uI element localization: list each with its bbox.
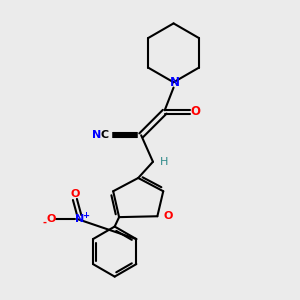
Text: H: H	[160, 157, 169, 167]
Text: O: O	[70, 189, 80, 199]
Text: O: O	[190, 105, 201, 118]
Text: O: O	[47, 214, 56, 224]
Text: N: N	[170, 76, 180, 89]
Text: C: C	[101, 130, 109, 140]
Text: -: -	[43, 218, 46, 228]
Text: O: O	[163, 211, 172, 221]
Text: N: N	[75, 214, 84, 224]
Text: N: N	[92, 130, 101, 140]
Text: +: +	[82, 211, 89, 220]
